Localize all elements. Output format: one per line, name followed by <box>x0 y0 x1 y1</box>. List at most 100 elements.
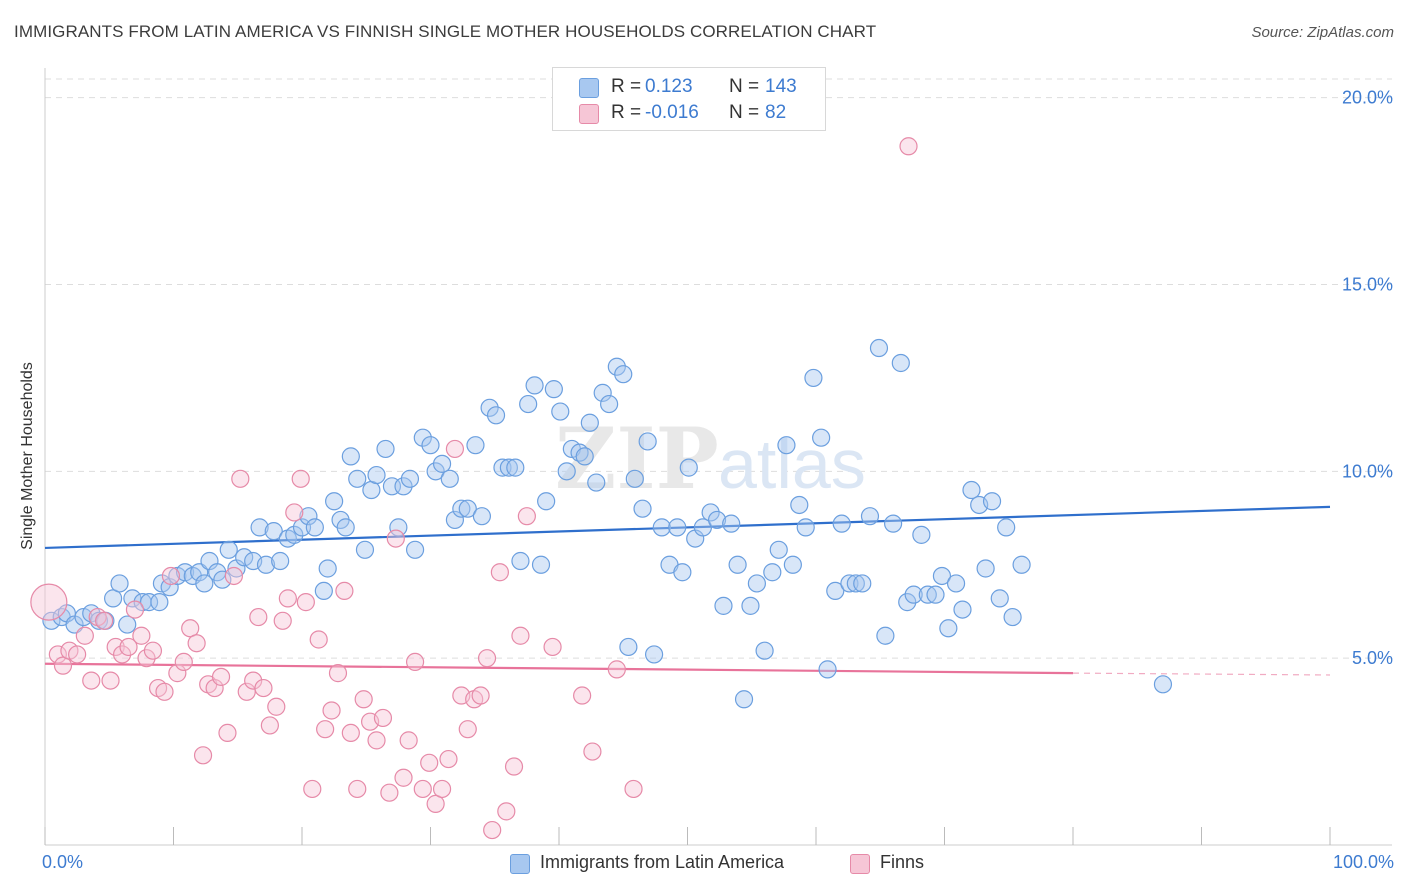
legend-r-label: R = <box>611 102 642 123</box>
data-point-latin-america <box>763 563 782 582</box>
data-point-finns <box>445 439 465 459</box>
data-point-latin-america <box>299 507 318 526</box>
data-point-finns <box>543 637 562 657</box>
data-point-finns <box>517 507 536 526</box>
data-point-latin-america <box>693 518 713 537</box>
data-point-latin-america <box>804 368 823 388</box>
data-point-latin-america <box>413 428 432 447</box>
data-point-latin-america <box>755 641 774 660</box>
data-point-finns <box>125 600 145 619</box>
data-point-latin-america <box>962 480 981 500</box>
data-point-finns <box>75 626 94 645</box>
data-point-latin-america <box>355 540 375 559</box>
watermark-atlas: atlas <box>718 425 866 503</box>
legend-n-label: N = <box>729 102 760 123</box>
data-point-latin-america <box>891 353 910 373</box>
data-point-latin-america <box>846 574 865 593</box>
data-point-latin-america <box>832 514 851 533</box>
data-point-latin-america <box>701 503 720 522</box>
data-point-finns <box>53 656 73 675</box>
data-point-finns <box>309 630 328 649</box>
data-point-finns <box>380 783 399 802</box>
data-point-finns <box>386 529 405 548</box>
data-point-latin-america <box>593 383 612 402</box>
data-point-latin-america <box>614 365 633 384</box>
data-point-latin-america <box>405 540 425 559</box>
data-point-finns <box>471 686 490 705</box>
data-point-latin-america <box>376 439 395 459</box>
data-point-latin-america <box>734 690 754 709</box>
data-point-latin-america <box>876 626 895 645</box>
data-point-finns <box>583 742 602 761</box>
data-point-latin-america <box>190 563 209 582</box>
data-point-latin-america <box>580 413 599 432</box>
data-point-latin-america <box>918 585 937 604</box>
series-legend-swatch-pink <box>850 854 870 874</box>
data-point-latin-america <box>440 469 459 488</box>
data-point-latin-america <box>826 581 845 601</box>
data-point-latin-america <box>926 585 945 604</box>
data-point-finns <box>413 779 432 799</box>
data-point-latin-america <box>219 540 238 559</box>
data-point-latin-america <box>607 357 626 376</box>
legend-swatch-blue <box>579 78 599 98</box>
data-point-finns <box>328 664 348 683</box>
data-point-finns <box>254 678 273 698</box>
data-point-latin-america <box>544 380 563 399</box>
data-point-latin-america <box>976 559 995 578</box>
data-point-latin-america <box>747 574 766 593</box>
data-point-latin-america <box>318 559 337 578</box>
data-point-finns <box>432 779 452 799</box>
data-point-latin-america <box>796 518 815 537</box>
data-point-latin-america <box>250 518 269 537</box>
data-point-finns <box>285 503 304 522</box>
data-point-latin-america <box>557 462 576 481</box>
data-point-latin-america <box>990 589 1009 608</box>
data-point-finns <box>273 611 292 630</box>
data-point-finns <box>260 716 279 735</box>
axes <box>44 68 1392 846</box>
data-point-finns <box>181 619 200 638</box>
data-point-latin-america <box>912 525 931 544</box>
stats-legend-row-blue: R = 0.123 N = 143 <box>553 75 825 101</box>
data-point-latin-america <box>818 660 837 679</box>
data-point-latin-america <box>997 518 1016 537</box>
data-point-latin-america <box>150 593 169 612</box>
data-point-latin-america <box>336 518 355 537</box>
data-point-finns <box>405 652 425 672</box>
y-tick-label: 15.0% <box>1342 275 1393 295</box>
data-point-latin-america <box>619 637 638 657</box>
data-point-latin-america <box>575 447 594 466</box>
data-point-latin-america <box>939 619 958 638</box>
data-point-finns <box>373 708 393 728</box>
x-tick-label-max: 100.0% <box>1332 852 1394 872</box>
data-point-finns <box>399 731 418 750</box>
data-point-latin-america <box>472 507 491 526</box>
data-point-finns <box>249 607 268 627</box>
data-point-latin-america <box>728 555 747 574</box>
data-point-latin-america <box>869 338 889 358</box>
data-point-finns <box>607 660 626 679</box>
data-point-latin-america <box>42 611 61 630</box>
stats-legend-row-pink: R = -0.016 N = 82 <box>553 101 825 127</box>
data-point-latin-america <box>625 469 644 488</box>
data-point-latin-america <box>256 555 276 574</box>
data-point-latin-america <box>348 469 367 488</box>
data-point-finns <box>322 701 341 720</box>
trend-line-latin-america <box>44 505 1331 550</box>
series-legend-label: Finns <box>880 852 925 872</box>
data-point-latin-america <box>118 615 137 634</box>
data-point-latin-america <box>110 574 129 593</box>
data-point-finns <box>267 697 286 716</box>
data-point-finns <box>341 723 360 743</box>
data-point-latin-america <box>1012 555 1031 574</box>
data-point-latin-america <box>271 551 290 571</box>
data-point-finns <box>30 583 68 621</box>
data-point-latin-america <box>519 394 538 414</box>
data-point-latin-america <box>840 574 859 593</box>
trend-line-finns-extrapolated <box>1072 672 1331 676</box>
legend-r-value: 0.123 <box>645 76 693 97</box>
data-point-latin-america <box>932 566 952 586</box>
data-point-latin-america <box>741 596 760 615</box>
